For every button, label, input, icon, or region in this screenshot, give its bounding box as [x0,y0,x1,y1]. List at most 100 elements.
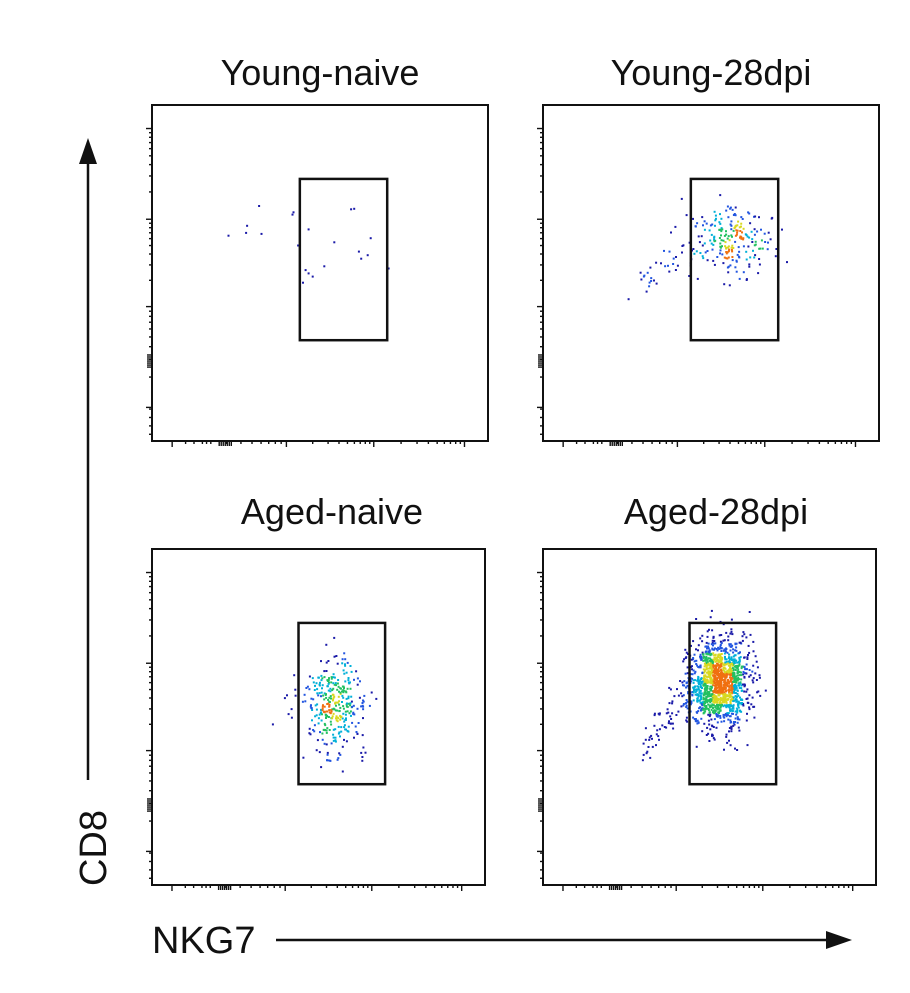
scatter-point [326,685,329,688]
scatter-point [710,699,713,702]
scatter-point [713,642,716,645]
scatter-point [719,709,722,712]
scatter-point [695,688,698,691]
scatter-point [730,689,733,692]
scatter-point [362,746,365,749]
scatter-point [756,666,759,669]
scatter-point [698,707,701,710]
scatter-point [758,263,761,266]
scatter-point [695,745,698,748]
scatter-point [708,740,711,742]
scatter-point [735,686,738,689]
scatter-point [734,266,737,269]
scatter-point [653,712,656,715]
scatter-point [737,700,740,703]
scatter-point [692,679,695,682]
scatter-point [361,734,364,737]
scatter-point [730,680,733,683]
scatter-point [703,681,706,684]
scatter-point [712,726,715,728]
scatter-point [705,655,708,658]
scatter-point [316,739,319,742]
scatter-point [731,697,734,700]
scatter-point [715,697,718,700]
scatter-point [704,674,707,677]
scatter-point [720,672,723,675]
scatter-point [737,664,740,667]
scatter-point [734,214,737,217]
scatter-point [712,652,715,655]
scatter-point [706,250,709,252]
scatter-point [695,689,698,692]
scatter-point [336,758,339,761]
scatter-point [686,672,689,675]
scatter-point [715,648,718,650]
scatter-point [753,705,756,708]
scatter-point [722,695,725,698]
scatter-point [332,728,335,731]
scatter-point [727,245,730,248]
scatter-point [724,696,727,699]
scatter-point [711,678,714,681]
scatter-point [701,634,704,637]
scatter-point [286,694,288,697]
scatter-point [722,649,725,652]
scatter-point [715,217,717,220]
scatter-point [674,225,677,228]
scatter-point [313,724,316,727]
scatter-point [701,216,704,219]
scatter-point [320,719,323,722]
scatter-point [732,696,735,699]
scatter-point [720,650,723,652]
scatter-point [693,653,696,656]
scatter-point [739,651,741,654]
scatter-point [668,270,671,273]
scatter-point [660,262,662,265]
scatter-point [700,682,703,685]
scatter-point [739,709,741,712]
scatter-point [734,692,737,694]
scatter-point [724,656,726,659]
scatter-point [718,688,721,691]
scatter-point [711,695,714,698]
scatter-point [658,738,660,741]
scatter-point [648,285,651,288]
scatter-point [712,664,714,666]
scatter-point [739,641,742,644]
scatter-point [692,699,695,702]
scatter-point [362,700,365,703]
scatter-point [711,659,714,662]
scatter-point [685,704,688,707]
scatter-point [705,697,708,700]
scatter-point [682,684,684,687]
scatter-point [686,720,689,723]
scatter-point [752,640,755,643]
scatter-point [331,693,334,696]
scatter-point [730,712,733,715]
scatter-point [724,658,727,661]
scatter-point [705,706,708,709]
gate-rectangle [298,177,389,342]
scatter-point [328,729,331,731]
scatter-point [757,690,760,693]
scatter-point [329,695,332,698]
scatter-point [730,730,733,733]
scatter-point [705,222,708,225]
scatter-point [705,688,708,691]
scatter-point [735,710,738,713]
scatter-point [729,661,731,664]
scatter-point [680,197,683,200]
scatter-point [728,676,731,679]
scatter-point [308,727,311,730]
scatter-point [722,239,725,242]
scatter-point [712,665,715,668]
scatter-point [763,232,766,235]
scatter-point [699,637,702,640]
scatter-point [726,246,729,249]
scatter-point [712,243,715,246]
scatter-point [333,655,336,658]
scatter-point [712,691,715,694]
scatter-point [705,707,708,710]
scatter-point [645,290,648,293]
scatter-point [350,208,353,211]
